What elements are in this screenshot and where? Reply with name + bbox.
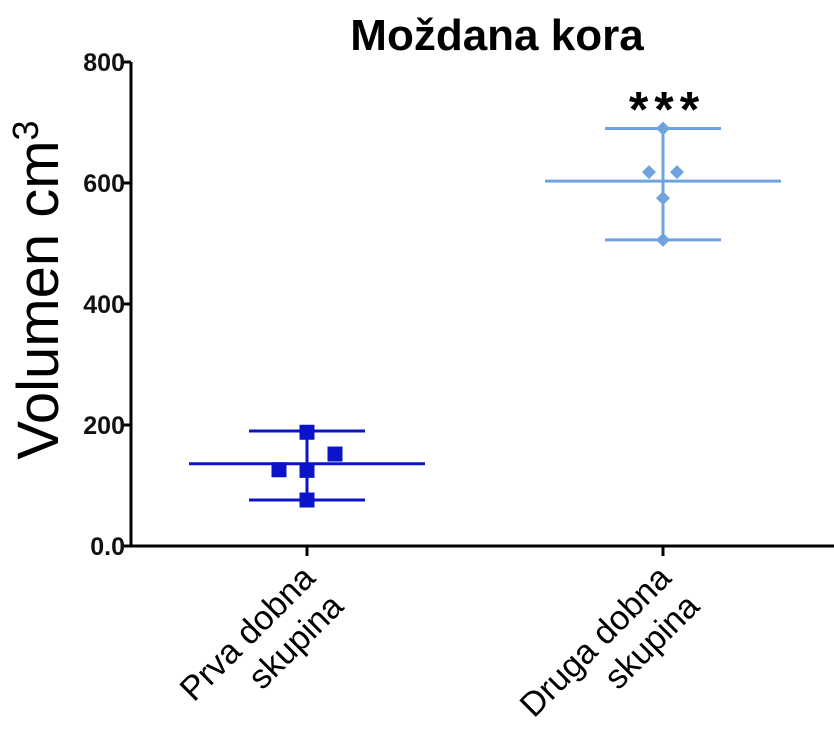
y-tick-label: 200 (83, 412, 125, 440)
svg-text:Volumen cm3: Volumen cm3 (5, 120, 71, 459)
y-tick-label: 0.0 (90, 533, 125, 561)
data-point (300, 493, 315, 508)
data-point (642, 165, 656, 179)
data-point (300, 463, 315, 478)
y-axis-label: Volumen cm3 (5, 120, 71, 459)
y-ticks: 0.0 200 400 600 800 (83, 49, 131, 561)
series-layer: *** (189, 82, 781, 508)
axes (130, 62, 834, 547)
chart-title: Moždana kora (350, 11, 644, 60)
significance-marker: *** (629, 82, 705, 138)
data-point (656, 191, 670, 205)
data-point (656, 233, 670, 247)
y-tick-label: 800 (83, 49, 125, 77)
data-point (300, 425, 315, 440)
data-point (670, 165, 684, 179)
y-tick-label: 400 (83, 291, 125, 319)
series-group (189, 425, 425, 508)
y-tick-label: 600 (83, 170, 125, 198)
y-axis-label-superscript: 3 (5, 120, 46, 140)
y-axis-label-text: Volumen cm (6, 140, 71, 459)
data-point (272, 462, 287, 477)
series-group: *** (545, 82, 781, 247)
data-point (328, 447, 343, 462)
